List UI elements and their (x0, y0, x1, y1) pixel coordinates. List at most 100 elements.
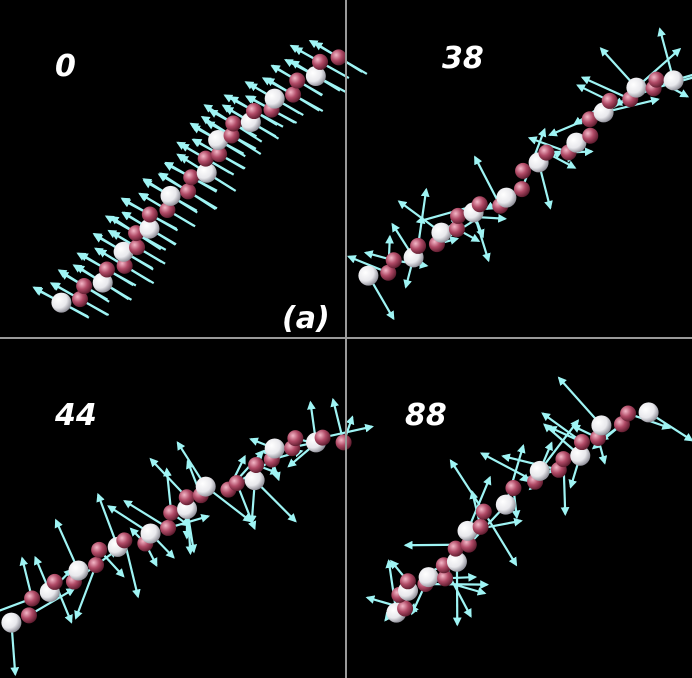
atom (180, 183, 197, 200)
spin-arrow (28, 588, 76, 617)
atom (472, 518, 489, 535)
panel-label: 38 (442, 41, 484, 76)
spin-arrow (482, 511, 518, 567)
atom (248, 457, 265, 474)
atom (460, 536, 477, 553)
atom (570, 445, 591, 466)
atom (638, 402, 659, 423)
atom (208, 130, 229, 151)
atom (116, 257, 133, 274)
atom (160, 519, 177, 536)
atom (431, 222, 452, 243)
atom (225, 115, 242, 132)
molecule-renders (0, 27, 692, 677)
atom (159, 201, 176, 218)
atom (626, 77, 647, 98)
atom (437, 570, 454, 587)
spin-arrow (580, 76, 631, 101)
atom (380, 264, 397, 281)
atom (285, 86, 302, 103)
atom (446, 551, 467, 572)
spin-arrow (123, 500, 169, 529)
atom (496, 187, 517, 208)
atom (663, 70, 684, 91)
atom (76, 278, 93, 295)
atom (163, 504, 180, 521)
atom (601, 92, 618, 109)
atom (538, 144, 555, 161)
atom (591, 415, 612, 436)
atom (529, 460, 550, 481)
spin-arrow (0, 597, 33, 612)
atom (91, 541, 108, 558)
panel-tag: (a) (282, 301, 330, 336)
atom (51, 292, 72, 313)
atom (195, 476, 216, 497)
panel-label: 0 (55, 49, 76, 84)
spin-arrow (541, 412, 583, 443)
atom (116, 532, 133, 549)
atom (385, 252, 402, 269)
atom (450, 207, 467, 224)
atom (471, 196, 488, 213)
atom (98, 261, 115, 278)
spin-arrow (557, 376, 603, 427)
atom (140, 523, 161, 544)
atom (92, 272, 113, 293)
atom (305, 66, 326, 87)
atom (573, 434, 590, 451)
atom (88, 556, 105, 573)
atom (141, 206, 158, 223)
atom (68, 560, 89, 581)
atom (211, 146, 228, 163)
atom (648, 71, 665, 88)
atom (314, 429, 331, 446)
atom (46, 573, 63, 590)
panel-label: 44 (54, 398, 97, 433)
atom (129, 239, 146, 256)
atom (582, 127, 599, 144)
atom (555, 451, 572, 468)
atom (620, 405, 637, 422)
atom (418, 567, 439, 588)
atom (160, 185, 181, 206)
atom (513, 181, 530, 198)
atom (177, 498, 198, 519)
atom (245, 103, 262, 120)
atom (289, 72, 306, 89)
atom (515, 162, 532, 179)
atom (566, 132, 587, 153)
atom (410, 237, 427, 254)
atom (71, 291, 88, 308)
atom (113, 241, 134, 262)
atom (197, 150, 214, 167)
atom (244, 470, 265, 491)
atom (228, 475, 245, 492)
atom (264, 88, 285, 109)
atom (457, 520, 478, 541)
atom (448, 221, 465, 238)
atom (264, 438, 285, 459)
spin-arrow (74, 564, 98, 620)
atom (196, 162, 217, 183)
atom (399, 573, 416, 590)
atom (581, 111, 598, 128)
atom (183, 169, 200, 186)
atom (178, 489, 195, 506)
spin-arrow (653, 76, 692, 90)
spin-arrow (149, 457, 188, 499)
atom (495, 494, 516, 515)
spin-arrow (504, 444, 526, 505)
atom (330, 49, 347, 66)
spin-arrow (501, 453, 560, 471)
spin-arrow (449, 459, 485, 513)
atom (24, 590, 41, 607)
atom (223, 127, 240, 144)
atom (1, 612, 22, 633)
atom (447, 540, 464, 557)
atom (335, 434, 352, 451)
atom (397, 600, 414, 617)
atom (287, 430, 304, 447)
atom (475, 503, 492, 520)
